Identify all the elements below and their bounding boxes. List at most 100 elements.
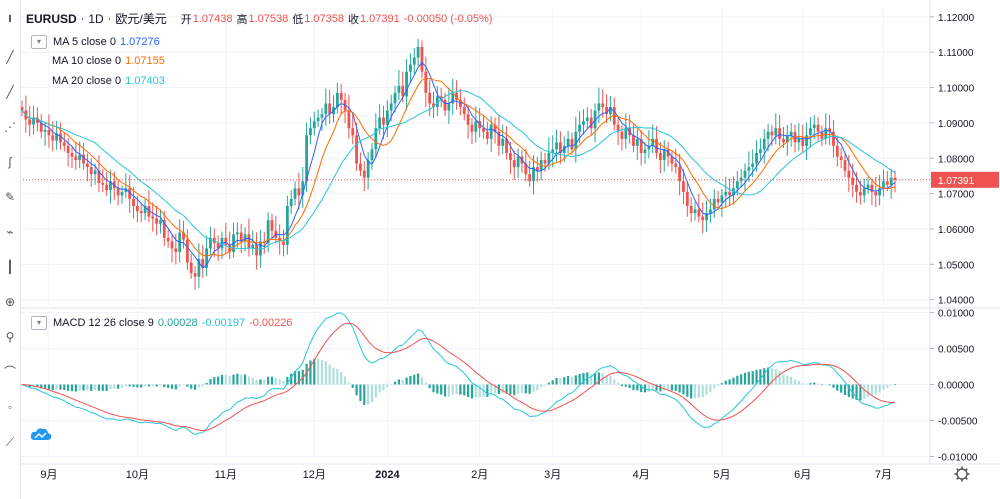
candle-body <box>216 243 220 249</box>
candle-body <box>416 46 420 58</box>
candle-body <box>551 149 555 153</box>
macd-histogram-bar <box>759 369 762 385</box>
candle-body <box>585 117 589 122</box>
candle-body <box>758 149 762 153</box>
pitchfork-icon[interactable]: ╱ <box>6 85 14 99</box>
macd-histogram-bar <box>220 374 224 385</box>
candle-body <box>566 138 570 146</box>
macd-histogram-bar <box>405 377 408 385</box>
candle-body <box>82 154 85 164</box>
candle-body <box>489 124 493 139</box>
candle-body <box>624 128 628 139</box>
macd-line <box>21 312 896 436</box>
candle-body <box>870 184 874 192</box>
macd-histogram-bar <box>443 384 447 397</box>
crosshair-icon[interactable]: ╹ <box>6 15 14 29</box>
candle-body <box>701 216 705 221</box>
macd-histogram-bar <box>205 382 208 385</box>
pattern-icon[interactable]: ✎ <box>4 190 16 204</box>
text-icon[interactable]: ∫ <box>8 155 12 169</box>
ma20-value: 1.07403 <box>125 75 165 87</box>
candle-body <box>512 160 516 168</box>
cloud-icon[interactable] <box>30 427 52 441</box>
ma20-name: MA 20 close 0 <box>52 75 122 87</box>
macd-histogram-bar <box>470 384 474 399</box>
macd-histogram-bar <box>547 382 550 385</box>
ma20-line <box>21 90 896 250</box>
prediction-icon[interactable]: ⌁ <box>6 225 14 239</box>
candle-body <box>378 117 382 129</box>
candle-body <box>659 152 662 161</box>
ma20-legend[interactable]: MA 20 close 0 1.07403 <box>52 75 169 87</box>
macd-histogram-bar <box>174 384 177 390</box>
brush-icon[interactable]: ⋰ <box>4 120 16 134</box>
macd-histogram-bar <box>586 372 589 385</box>
macd-histogram-bar <box>801 383 804 385</box>
macd-histogram-bar <box>347 382 350 385</box>
macd-histogram-bar <box>663 384 666 391</box>
macd-name: MACD 12 26 close 9 <box>53 317 154 329</box>
change-value: -0.00050 (-0.05%) <box>403 12 493 25</box>
candle-body <box>297 188 301 196</box>
ma5-legend[interactable]: ▾ MA 5 close 0 1.07276 <box>31 35 164 49</box>
macd-histogram-bar <box>282 380 285 385</box>
macd-histogram-bar <box>128 384 131 387</box>
candle-body <box>682 181 685 192</box>
candle-body <box>785 135 789 143</box>
candle-body <box>309 128 312 136</box>
gear-icon[interactable] <box>954 466 970 482</box>
macd-histogram-bar <box>343 376 347 385</box>
macd-histogram-bar <box>890 384 893 386</box>
ruler-icon[interactable]: ┃ <box>6 260 14 274</box>
macd-histogram-bar <box>236 373 239 385</box>
candle-body <box>347 110 351 129</box>
macd-histogram-bar <box>386 384 389 388</box>
macd-histogram-bar <box>167 384 170 388</box>
symbol-name[interactable]: EURUSD <box>26 11 77 26</box>
trash-icon[interactable]: ⟋ <box>5 435 15 449</box>
candle-body <box>397 85 401 93</box>
macd-histogram-bar <box>816 383 820 385</box>
macd-histogram-bar <box>363 384 366 405</box>
candle-body <box>170 241 174 249</box>
ma10-legend[interactable]: MA 10 close 0 1.07155 <box>52 55 169 67</box>
macd-histogram-bar <box>474 384 477 398</box>
macd-histogram-bar <box>413 374 416 385</box>
macd-histogram-bar <box>143 384 147 387</box>
macd-histogram-bar <box>132 384 135 387</box>
macd-histogram-bar <box>109 384 112 390</box>
candle-body <box>505 138 508 153</box>
candle-body <box>851 177 855 185</box>
candle-body <box>55 133 59 141</box>
candle-body <box>316 117 320 122</box>
macd-histogram-bar <box>766 367 770 385</box>
candle-body <box>858 191 862 196</box>
macd-histogram-bar <box>213 377 216 385</box>
candle-body <box>847 170 851 178</box>
macd-histogram-bar <box>120 384 124 388</box>
lock-icon[interactable]: ⌒ <box>3 365 16 379</box>
macd-histogram-bar <box>182 384 185 386</box>
candle-body <box>709 209 712 214</box>
macd-histogram-bar <box>163 384 166 388</box>
macd-histogram-bar <box>563 377 566 385</box>
zoom-icon[interactable]: ⊕ <box>4 295 16 309</box>
candle-body <box>335 92 339 107</box>
trend-line-icon[interactable]: ╱ <box>6 50 14 64</box>
price-tick-label: 1.06000 <box>938 225 975 236</box>
macd-histogram-bar <box>632 384 635 391</box>
magnet-icon[interactable]: ⚲ <box>5 330 15 344</box>
macd-histogram-bar <box>217 376 220 385</box>
eye-icon[interactable]: ◦ <box>7 400 13 414</box>
macd-legend[interactable]: ▾ MACD 12 26 close 9 0.00028 -0.00197 -0… <box>31 316 297 330</box>
candle-body <box>893 177 897 180</box>
candle-body <box>724 191 728 196</box>
interval-label[interactable]: 1D <box>88 11 104 26</box>
last-price-tag <box>931 171 999 188</box>
candle-body <box>197 259 201 277</box>
candle-body <box>116 188 120 196</box>
collapse-icon[interactable]: ▾ <box>31 35 47 49</box>
macd-histogram-bar <box>505 384 508 394</box>
collapse-icon[interactable]: ▾ <box>31 316 47 330</box>
